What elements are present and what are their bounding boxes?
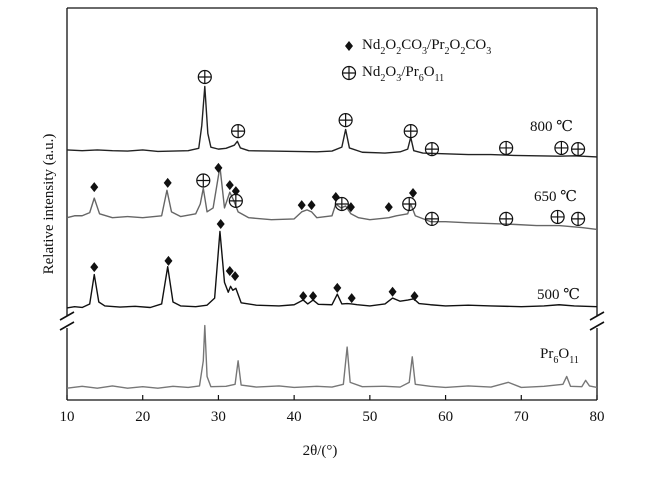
marker-cross	[425, 142, 439, 156]
spectrum-line	[66, 324, 598, 389]
diamond-marker	[163, 177, 172, 188]
x-tick-label: 30	[211, 409, 226, 425]
circle-plus-marker	[570, 211, 586, 226]
marker-cross	[229, 194, 243, 208]
marker-cross	[404, 124, 418, 138]
circle-plus-marker	[341, 65, 357, 81]
marker-cross	[499, 141, 513, 155]
diamond-marker	[214, 162, 223, 173]
marker-cross	[425, 212, 439, 226]
diamond-marker	[345, 41, 353, 51]
x-tick-label: 40	[287, 409, 302, 425]
marker-cross	[499, 212, 513, 226]
x-axis-title: 2θ/(°)	[303, 443, 338, 459]
series-label: 800 ℃	[530, 119, 573, 135]
circle-plus-marker	[499, 140, 514, 156]
marker-cross	[551, 210, 565, 224]
diamond-marker	[225, 266, 234, 277]
series-label: Pr6O11	[540, 346, 579, 365]
circle-plus-marker	[338, 113, 353, 128]
circle-plus-marker	[499, 211, 514, 226]
spectrum-line	[66, 85, 598, 158]
diamond-marker	[333, 282, 342, 293]
circle-plus-marker	[554, 140, 569, 156]
diamond-marker	[409, 188, 418, 199]
legend-label: Nd2O3/Pr6O11	[362, 64, 444, 83]
diamond-marker	[90, 182, 99, 193]
x-tick-label: 60	[438, 409, 453, 425]
circle-plus-marker	[402, 196, 417, 212]
diamond-marker	[297, 200, 306, 211]
diamond-marker	[216, 218, 225, 229]
marker-cross	[571, 142, 585, 156]
diamond-marker	[231, 186, 240, 197]
circle-plus-marker	[570, 142, 586, 157]
marker-cross	[402, 197, 416, 211]
diamond-marker	[384, 202, 393, 213]
circle-plus-marker	[231, 123, 246, 139]
spectrum-line	[66, 166, 598, 231]
circle-plus-marker	[403, 123, 418, 139]
marker-cross	[196, 173, 210, 187]
marker-cross	[335, 197, 349, 211]
marker-cross	[231, 124, 245, 138]
circle-plus-marker	[334, 196, 349, 212]
diamond-marker	[347, 293, 356, 304]
marker-cross	[571, 212, 585, 226]
x-tick-label: 20	[135, 409, 150, 425]
x-tick-label: 10	[60, 409, 75, 425]
diamond-marker	[231, 271, 240, 282]
circle-plus-marker	[196, 173, 211, 188]
circle-plus-marker	[424, 211, 440, 226]
marker-cross	[339, 113, 353, 127]
marker-cross	[554, 141, 568, 155]
x-tick-label: 70	[514, 409, 529, 425]
diamond-marker	[164, 255, 173, 266]
legend-label: Nd2O2CO3/Pr2O2CO3	[362, 37, 491, 56]
marker-cross	[342, 66, 356, 80]
spectrum-line	[66, 230, 598, 309]
diamond-marker	[299, 291, 308, 302]
x-tick-label: 50	[362, 409, 377, 425]
series-label: 650 ℃	[534, 189, 577, 205]
circle-plus-marker	[197, 69, 212, 85]
diamond-marker	[346, 202, 355, 213]
diamond-marker	[90, 262, 99, 273]
diamond-marker	[410, 291, 419, 302]
diamond-marker	[309, 291, 318, 302]
axis-frame	[59, 7, 605, 401]
circle-plus-marker	[424, 142, 440, 157]
y-axis-title: Relative intensity (a.u.)	[41, 134, 57, 275]
diamond-marker	[225, 180, 234, 191]
diamond-marker	[307, 200, 316, 211]
circle-plus-marker	[228, 193, 243, 208]
series-label: 500 ℃	[537, 287, 580, 303]
diamond-marker	[388, 286, 397, 297]
x-tick-label: 80	[590, 409, 605, 425]
circle-plus-marker	[550, 209, 565, 225]
marker-cross	[198, 70, 212, 84]
